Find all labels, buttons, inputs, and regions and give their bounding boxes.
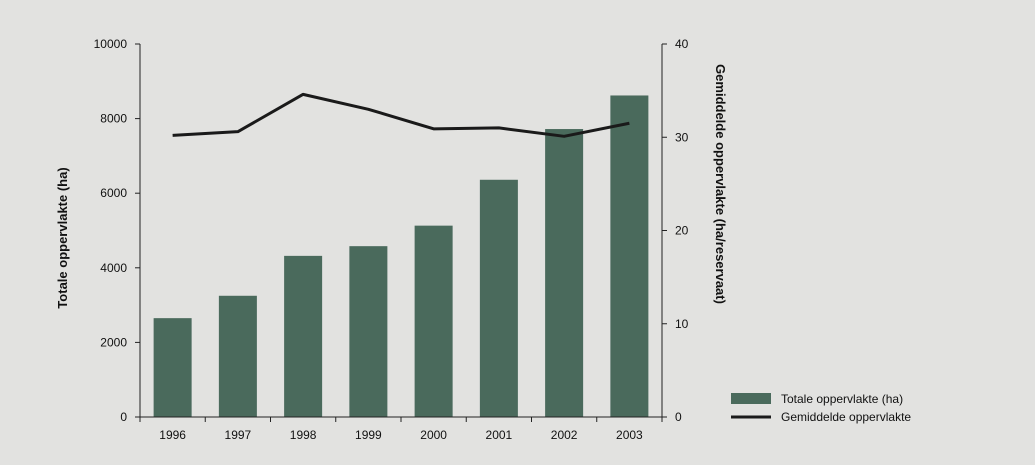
- legend-swatch-bar: [731, 393, 771, 404]
- y-tick-label: 6000: [100, 186, 127, 200]
- y2-axis-title: Gemiddelde oppervlakte (ha/reservaat): [713, 64, 728, 304]
- bar-1997: [218, 295, 257, 417]
- x-tick-label: 2001: [486, 428, 513, 442]
- bar-1996: [153, 318, 192, 417]
- y-tick-label: 4000: [100, 261, 127, 275]
- legend-label-line: Gemiddelde oppervlakte: [781, 410, 911, 424]
- y-tick-label: 8000: [100, 112, 127, 126]
- x-tick-label: 2000: [420, 428, 447, 442]
- y2-tick-label: 40: [675, 37, 689, 51]
- x-tick-label: 1999: [355, 428, 382, 442]
- legend: Totale oppervlakte (ha) Gemiddelde opper…: [731, 392, 911, 424]
- legend-label-bar: Totale oppervlakte (ha): [781, 392, 903, 406]
- chart-frame: 0 2000 4000 6000 8000 10000 0 10 20 30 40 1996 1997 1…: [9, 9, 1026, 456]
- y2-tick-label: 10: [675, 317, 689, 331]
- bar-2002: [545, 129, 584, 417]
- y-tick-label: 10000: [94, 37, 128, 51]
- x-tick-label: 2003: [616, 428, 643, 442]
- bars-layer: [153, 95, 649, 417]
- combo-chart: 0 2000 4000 6000 8000 10000 0 10 20 30 40 1996 1997 1…: [55, 37, 911, 442]
- line-series-gemiddelde: [172, 92, 630, 138]
- y2-tick-label: 30: [675, 130, 689, 144]
- y-tick-label: 0: [120, 410, 127, 424]
- bar-2000: [414, 225, 453, 417]
- y-axis-title: Totale oppervlakte (ha): [55, 167, 70, 308]
- bar-1999: [349, 246, 388, 417]
- x-tick-label: 2002: [551, 428, 578, 442]
- y-tick-label: 2000: [100, 335, 127, 349]
- y2-tick-label: 20: [675, 224, 689, 238]
- axes-layer: 0 2000 4000 6000 8000 10000 0 10 20 30 40 1996 1997 1…: [94, 37, 689, 442]
- bar-2003: [610, 95, 649, 417]
- x-tick-label: 1997: [225, 428, 252, 442]
- y2-tick-label: 0: [675, 410, 682, 424]
- line-layer: [172, 92, 630, 138]
- x-tick-label: 1998: [290, 428, 317, 442]
- x-tick-label: 1996: [159, 428, 186, 442]
- bar-2001: [479, 179, 518, 417]
- bar-1998: [284, 255, 323, 417]
